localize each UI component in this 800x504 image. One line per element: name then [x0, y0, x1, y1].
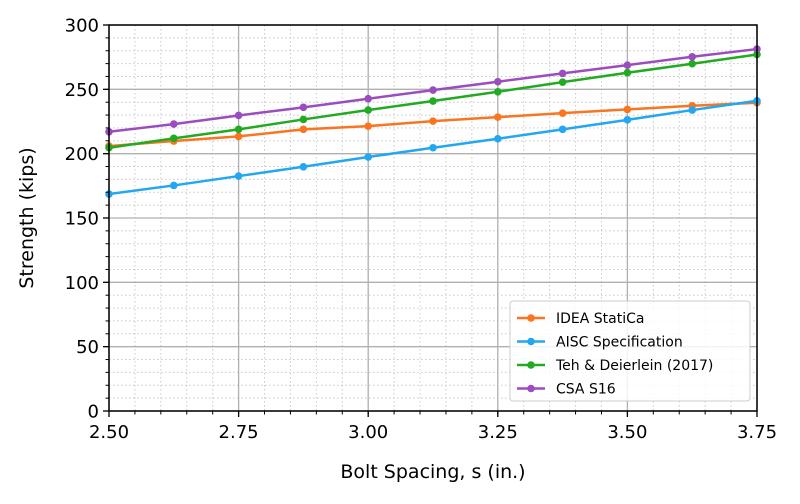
legend-item: CSA S16 [517, 382, 616, 398]
data-point [299, 103, 308, 112]
series-csa-s16 [105, 45, 761, 136]
series-idea-statica [105, 98, 761, 150]
data-point [170, 134, 178, 143]
data-point [299, 162, 308, 171]
data-point [558, 78, 567, 86]
data-point [558, 69, 567, 78]
legend-label: Teh & Deierlein (2017) [555, 358, 713, 374]
data-point [429, 97, 437, 105]
data-point [429, 117, 437, 125]
data-point [494, 113, 502, 121]
data-point [494, 134, 502, 143]
x-tick-label: 2.50 [89, 422, 129, 443]
legend-marker [527, 314, 535, 322]
data-point [364, 94, 373, 103]
data-point [494, 87, 502, 96]
legend-box [509, 300, 751, 402]
data-point [364, 122, 373, 130]
data-point [623, 61, 632, 69]
data-point [558, 125, 567, 134]
x-tick-label: 3.25 [478, 422, 518, 443]
legend-label: AISC Specification [556, 335, 683, 351]
data-point [299, 125, 308, 134]
x-tick-label: 3.75 [737, 422, 777, 443]
series-teh-deierlein-2017 [105, 50, 761, 152]
legend-marker [527, 361, 535, 369]
legend-item: Teh & Deierlein (2017) [517, 358, 713, 374]
y-tick-label: 300 [65, 16, 99, 37]
legend-marker [527, 384, 535, 393]
legend-item: IDEA StatiCa [517, 311, 644, 327]
legend-item: AISC Specification [517, 335, 683, 351]
data-point [429, 143, 437, 152]
legend: IDEA StatiCa AISC Specification Teh & Deie… [509, 300, 751, 402]
x-tick-label: 2.75 [219, 422, 259, 443]
data-point [688, 52, 696, 61]
y-tick-label: 200 [65, 144, 99, 165]
data-point [299, 115, 308, 124]
x-tick-label: 3.50 [607, 422, 647, 443]
grid [108, 24, 758, 412]
data-point [429, 86, 437, 94]
x-tick-label: 3.00 [348, 422, 388, 443]
y-tick-label: 250 [65, 80, 99, 101]
data-point [234, 132, 243, 141]
x-axis-label: Bolt Spacing, s (in.) [340, 461, 525, 483]
data-point [623, 116, 632, 124]
data-point [688, 106, 696, 114]
y-tick-label: 150 [65, 209, 99, 230]
data-point [364, 106, 373, 114]
data-point [170, 181, 178, 190]
data-point [558, 109, 567, 117]
data-point [234, 125, 243, 134]
series-group [105, 45, 761, 198]
legend-marker [527, 337, 535, 346]
data-point [623, 105, 632, 114]
data-point [234, 111, 243, 120]
data-point [623, 68, 632, 77]
data-point [494, 77, 502, 86]
y-axis-label: Strength (kips) [16, 147, 38, 288]
y-tick-label: 0 [88, 402, 99, 423]
y-tick-label: 50 [76, 337, 99, 358]
data-point [364, 153, 373, 161]
legend-label: CSA S16 [556, 382, 616, 398]
legend-label: IDEA StatiCa [556, 311, 644, 327]
axis-ticks: 2.50 2.75 3.00 3.25 3.50 3.75 0 50 100 150 200 250 3… [65, 16, 777, 444]
y-tick-label: 100 [65, 273, 99, 294]
data-point [170, 120, 178, 128]
data-point [234, 172, 243, 180]
series-aisc-specification [105, 96, 761, 198]
data-point [688, 59, 696, 68]
